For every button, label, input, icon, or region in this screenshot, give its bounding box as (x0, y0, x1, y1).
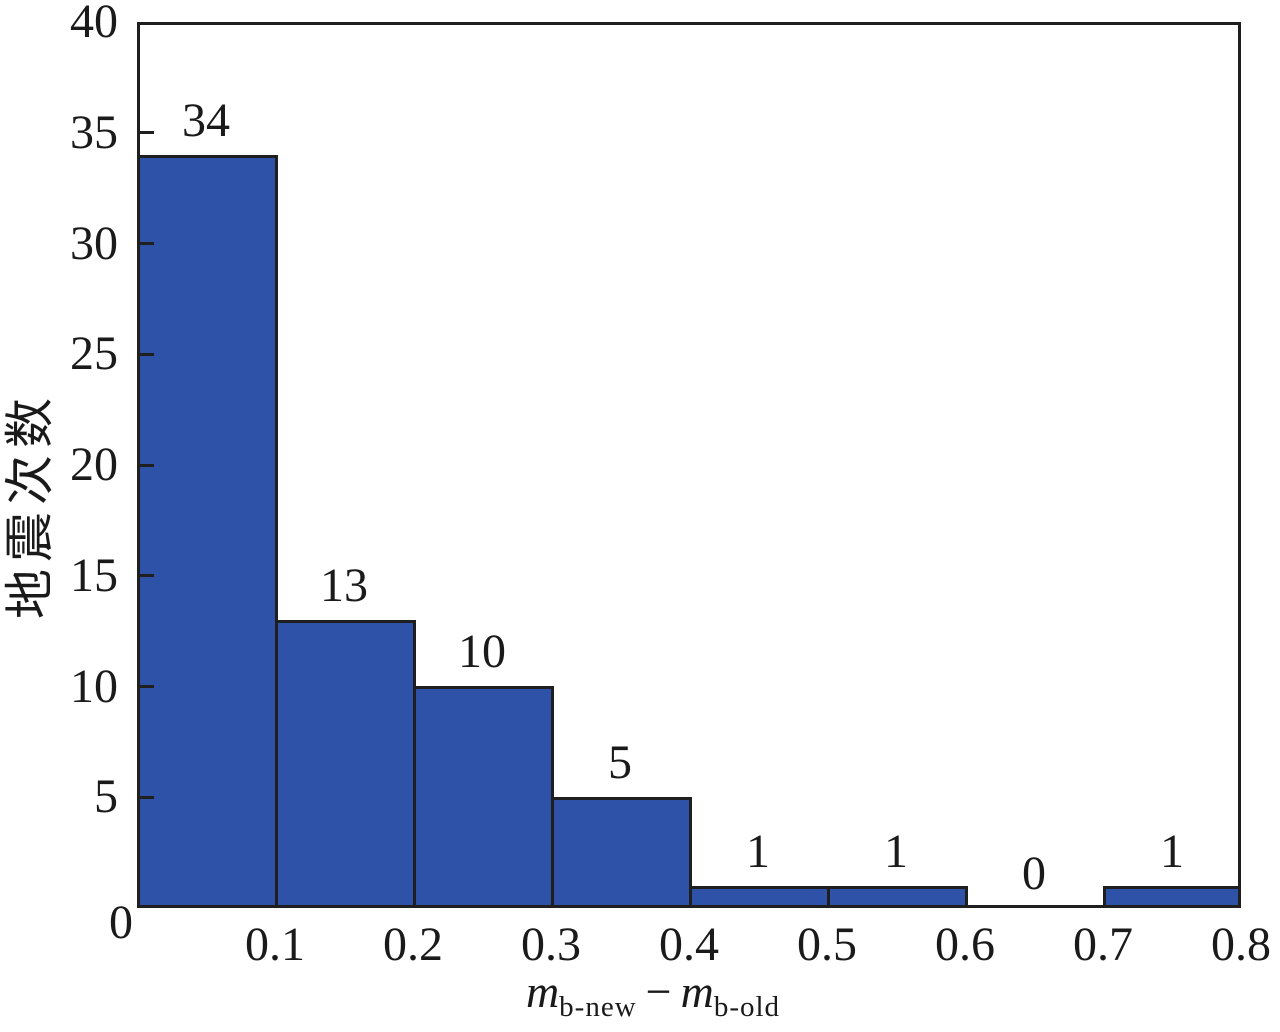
x-tick-label: 0.3 (521, 918, 581, 971)
y-tick-label: 30 (70, 216, 118, 270)
x-tick-label: 0.8 (1211, 918, 1271, 971)
x-tick-label: 0.6 (935, 918, 995, 971)
bar-value-label: 13 (320, 559, 368, 612)
y-tick-label: 10 (70, 659, 118, 713)
y-tick-mark (140, 685, 154, 688)
x-axis-title-var2: m (680, 966, 714, 1017)
y-tick-label: 15 (70, 548, 118, 602)
y-tick-mark (140, 352, 154, 356)
y-tick-label: 35 (70, 105, 118, 159)
origin-tick-label: 0 (109, 896, 133, 949)
y-tick-label: 25 (70, 327, 118, 381)
x-tick-label: 0.4 (659, 918, 719, 971)
x-tick-label: 0.2 (383, 918, 443, 971)
bar-value-label: 0 (1022, 847, 1046, 900)
bar-bin-0_5 (689, 886, 830, 908)
y-tick-mark (140, 574, 154, 578)
plot-area (137, 22, 1241, 908)
bar-value-label: 1 (1160, 825, 1184, 878)
x-axis-title-var1: m (525, 966, 560, 1017)
bar-value-label: 1 (884, 825, 908, 878)
bar-bin-0_3 (413, 686, 554, 908)
y-tick-label: 5 (94, 770, 118, 824)
y-tick-mark (140, 795, 154, 799)
bar-bin-0_1 (137, 155, 278, 908)
x-tick-label: 0.5 (797, 918, 857, 971)
y-tick-mark (140, 463, 154, 467)
x-tick-label: 0.7 (1073, 918, 1133, 971)
y-axis-title: 地震次数 (2, 391, 58, 619)
bar-bin-0_4 (551, 797, 692, 908)
x-axis-title-sub2: b-old (713, 991, 781, 1023)
bar-bin-0_8 (1103, 886, 1241, 908)
minus-operator: − (645, 966, 672, 1017)
bar-value-label: 5 (608, 736, 632, 789)
y-tick-mark (140, 242, 154, 245)
bar-bin-0_6 (827, 886, 968, 908)
y-tick-mark (140, 131, 154, 135)
bar-value-label: 1 (746, 825, 770, 878)
x-axis-title: mb-new − mb-old (526, 966, 780, 1032)
y-tick-label: 40 (70, 0, 118, 48)
x-tick-label: 0.1 (245, 918, 305, 971)
x-axis-title-sub1: b-new (559, 991, 637, 1023)
bar-value-label: 34 (182, 94, 230, 147)
bar-bin-0_2 (275, 620, 416, 908)
bar-value-label: 10 (458, 625, 506, 678)
y-tick-label: 20 (70, 438, 118, 491)
